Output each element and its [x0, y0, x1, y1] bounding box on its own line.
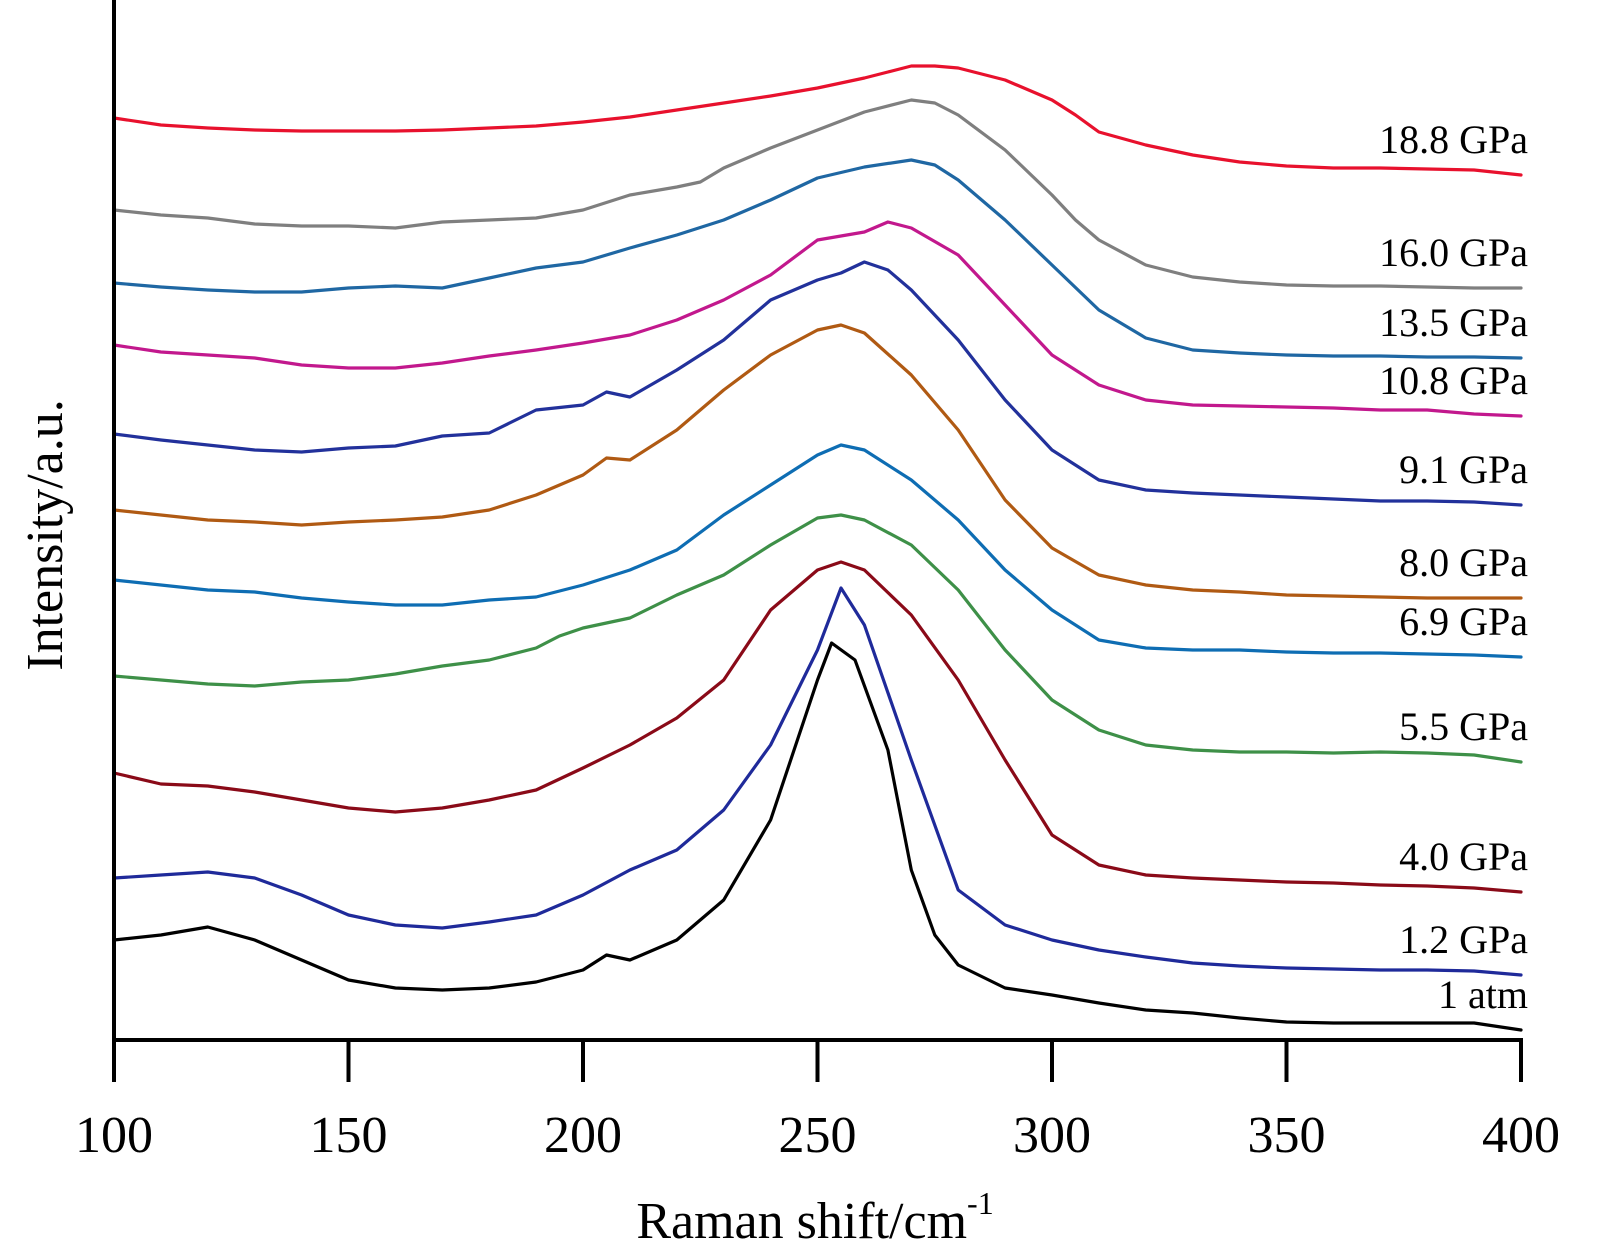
series-label: 10.8 GPa: [1379, 358, 1528, 403]
series-label: 1.2 GPa: [1399, 917, 1528, 962]
series-line-16-0-gpa: [112, 98, 1523, 290]
series-line-1-2-gpa: [112, 586, 1523, 977]
series-line-13-5-gpa: [112, 158, 1523, 360]
x-tick-label: 250: [779, 1107, 857, 1164]
y-axis-title: Intensity/a.u.: [17, 399, 74, 671]
series-label: 5.5 GPa: [1399, 704, 1528, 749]
series-line-4-0-gpa: [112, 560, 1523, 894]
series-label: 8.0 GPa: [1399, 540, 1528, 585]
series-label: 4.0 GPa: [1399, 834, 1528, 879]
x-tick-label: 100: [75, 1107, 153, 1164]
series-line-18-8-gpa: [112, 64, 1523, 177]
x-axis-title-text: Raman shift/cm: [636, 1193, 967, 1250]
series-group: [112, 64, 1523, 1032]
x-axis-title-superscript: -1: [967, 1185, 994, 1221]
series-line-9-1-gpa: [112, 260, 1523, 507]
x-tick-label: 350: [1248, 1107, 1326, 1164]
x-tick-label: 150: [310, 1107, 388, 1164]
series-line-10-8-gpa: [112, 220, 1523, 418]
series-label: 18.8 GPa: [1379, 117, 1528, 162]
x-tick-label: 200: [544, 1107, 622, 1164]
series-label: 9.1 GPa: [1399, 447, 1528, 492]
series-line-1-atm: [112, 641, 1523, 1032]
series-label: 16.0 GPa: [1379, 230, 1528, 275]
series-line-5-5-gpa: [112, 513, 1523, 764]
series-line-6-9-gpa: [112, 443, 1523, 659]
series-label-group: 18.8 GPa 16.0 GPa 13.5 GPa 10.8 GPa 9.1 GPa 8…: [1379, 117, 1528, 1017]
series-label: 6.9 GPa: [1399, 599, 1528, 644]
x-tick-label: 300: [1013, 1107, 1091, 1164]
x-axis-title: Raman shift/cm-1: [636, 1185, 993, 1250]
series-label: 1 atm: [1438, 972, 1528, 1017]
series-label: 13.5 GPa: [1379, 300, 1528, 345]
x-tick-group: 100 150 200 250 300 350 400: [75, 1040, 1560, 1164]
series-line-8-0-gpa: [112, 323, 1523, 600]
x-tick-label: 400: [1482, 1107, 1560, 1164]
